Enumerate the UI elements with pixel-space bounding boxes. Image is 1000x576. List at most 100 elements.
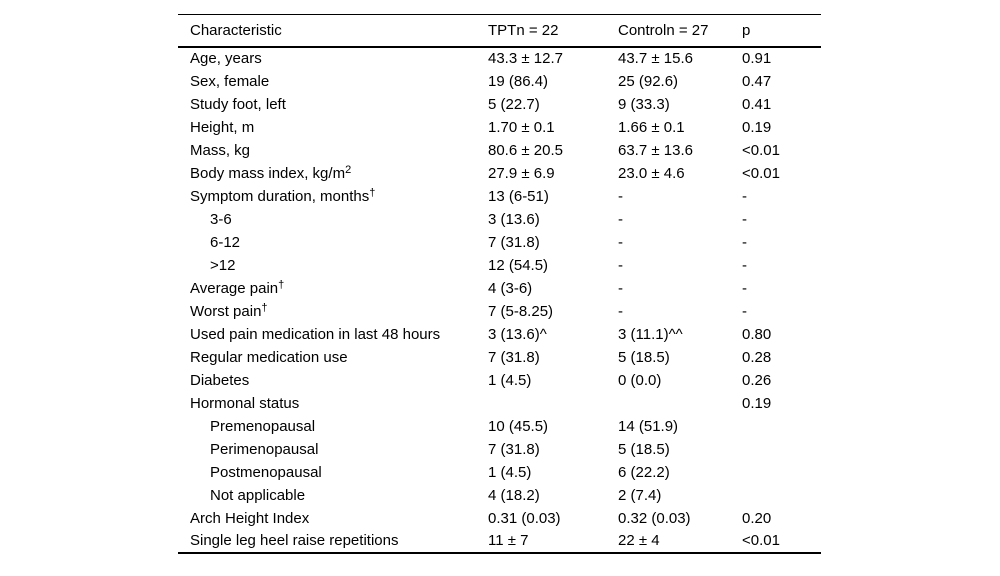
control-cell: 2 (7.4) [618,486,662,504]
tpt-cell: 27.9 ± 6.9 [488,164,555,182]
characteristic-cell: Not applicable [210,486,306,504]
p-cell: - [742,302,747,320]
control-cell: 14 (51.9) [618,417,679,435]
characteristic-cell: 6-12 [210,233,241,251]
p-cell: 0.41 [742,95,772,113]
control-cell: 22 ± 4 [618,532,660,549]
tpt-cell: 1.70 ± 0.1 [488,118,555,136]
characteristic-cell: Body mass index, kg/m2 [190,163,352,182]
p-cell: <0.01 [742,164,780,182]
p-cell [742,438,821,461]
p-cell: 0.19 [742,118,772,136]
p-cell: <0.01 [742,532,780,549]
col-header-p: p [742,21,751,39]
p-cell: - [742,210,747,228]
control-cell: 3 (11.1)^^ [618,325,683,343]
table-row: Hormonal status 0.19 [178,392,821,415]
characteristic-cell: Symptom duration, months† [190,186,376,205]
table-row: Arch Height Index 0.31 (0.03) 0.32 (0.03) 0… [178,507,821,530]
control-cell: 43.7 ± 15.6 [618,50,693,67]
tpt-cell [488,392,618,415]
control-cell: 0.32 (0.03) [618,509,691,527]
table-row: Average pain† 4 (3-6) - - [178,277,821,300]
control-cell: 5 (18.5) [618,348,670,366]
characteristic-cell: Mass, kg [190,141,251,159]
characteristic-cell: >12 [210,256,236,274]
p-cell [742,461,821,484]
table-row: Used pain medication in last 48 hours 3 (… [178,323,821,346]
control-cell: - [618,279,623,297]
control-cell: 0 (0.0) [618,371,662,389]
col-header-control: Controln = 27 [618,21,709,39]
control-cell [618,392,742,415]
characteristic-cell: Study foot, left [190,95,286,113]
characteristic-cell: Premenopausal [210,417,316,435]
footnote-marker: † [369,186,376,199]
col-header-tpt: TPTn = 22 [488,21,559,39]
tpt-cell: 19 (86.4) [488,72,549,90]
table-row: Postmenopausal 1 (4.5) 6 (22.2) [178,461,821,484]
p-cell: - [742,233,747,251]
control-cell: - [618,256,623,274]
control-cell: - [618,302,623,320]
control-cell: 25 (92.6) [618,72,679,90]
p-cell: 0.80 [742,325,772,343]
characteristic-cell: Hormonal status [190,394,300,412]
tpt-cell: 1 (4.5) [488,463,532,481]
control-cell: - [618,187,623,205]
table-row: Worst pain† 7 (5-8.25) - - [178,300,821,323]
tpt-cell: 11 ± 7 [488,532,529,549]
p-cell [742,415,821,438]
control-cell: 23.0 ± 4.6 [618,164,685,182]
tpt-cell: 1 (4.5) [488,371,532,389]
control-cell: 9 (33.3) [618,95,670,113]
table-row: Sex, female 19 (86.4) 25 (92.6) 0.47 [178,70,821,93]
table-row: Body mass index, kg/m2 27.9 ± 6.9 23.0 ± 4… [178,162,821,185]
tpt-cell: 0.31 (0.03) [488,509,561,527]
characteristic-cell: Single leg heel raise repetitions [190,532,399,549]
tpt-cell: 12 (54.5) [488,256,549,274]
table-row: >12 12 (54.5) - - [178,254,821,277]
p-cell: 0.26 [742,371,772,389]
table-row: Mass, kg 80.6 ± 20.5 63.7 ± 13.6 <0.01 [178,139,821,162]
table-row: Single leg heel raise repetitions 11 ± 7 2… [178,530,821,553]
control-cell: 63.7 ± 13.6 [618,141,693,159]
table-header: Characteristic TPTn = 22 Controln = 27 p [178,15,821,47]
tpt-cell: 5 (22.7) [488,95,540,113]
characteristic-cell: Average pain† [190,278,285,297]
characteristic-cell: Arch Height Index [190,509,310,527]
p-cell: - [742,187,747,205]
tpt-cell: 7 (31.8) [488,233,540,251]
table-row: Study foot, left 5 (22.7) 9 (33.3) 0.41 [178,93,821,116]
control-cell: - [618,210,623,228]
p-cell: 0.91 [742,50,772,67]
p-cell: 0.19 [742,394,772,412]
tpt-cell: 4 (18.2) [488,486,540,504]
characteristics-table: Characteristic TPTn = 22 Controln = 27 p… [178,14,821,554]
footnote-marker: † [278,278,285,291]
p-cell: <0.01 [742,141,780,159]
table-row: Diabetes 1 (4.5) 0 (0.0) 0.26 [178,369,821,392]
table-row: Height, m 1.70 ± 0.1 1.66 ± 0.1 0.19 [178,116,821,139]
col-header-characteristic: Characteristic [190,21,282,39]
characteristic-cell: Height, m [190,118,255,136]
table-row: 6-12 7 (31.8) - - [178,231,821,254]
table-row: Symptom duration, months† 13 (6-51) - - [178,185,821,208]
table-row: Not applicable 4 (18.2) 2 (7.4) [178,484,821,507]
header-row: Characteristic TPTn = 22 Controln = 27 p [178,15,821,47]
characteristic-cell: Perimenopausal [210,440,319,458]
tpt-cell: 10 (45.5) [488,417,549,435]
table-row: 3-6 3 (13.6) - - [178,208,821,231]
p-cell: - [742,279,747,297]
table-row: Premenopausal 10 (45.5) 14 (51.9) [178,415,821,438]
tpt-cell: 7 (5-8.25) [488,302,554,320]
control-cell: 5 (18.5) [618,440,670,458]
characteristic-cell: Regular medication use [190,348,348,366]
characteristic-cell: 3-6 [210,210,232,228]
table-body: Age, years 43.3 ± 12.7 43.7 ± 15.6 0.91 Sex,… [178,47,821,553]
tpt-cell: 13 (6-51) [488,187,549,205]
tpt-cell: 80.6 ± 20.5 [488,141,563,159]
characteristic-cell: Age, years [190,50,262,67]
tpt-cell: 7 (31.8) [488,348,540,366]
p-cell: - [742,256,747,274]
